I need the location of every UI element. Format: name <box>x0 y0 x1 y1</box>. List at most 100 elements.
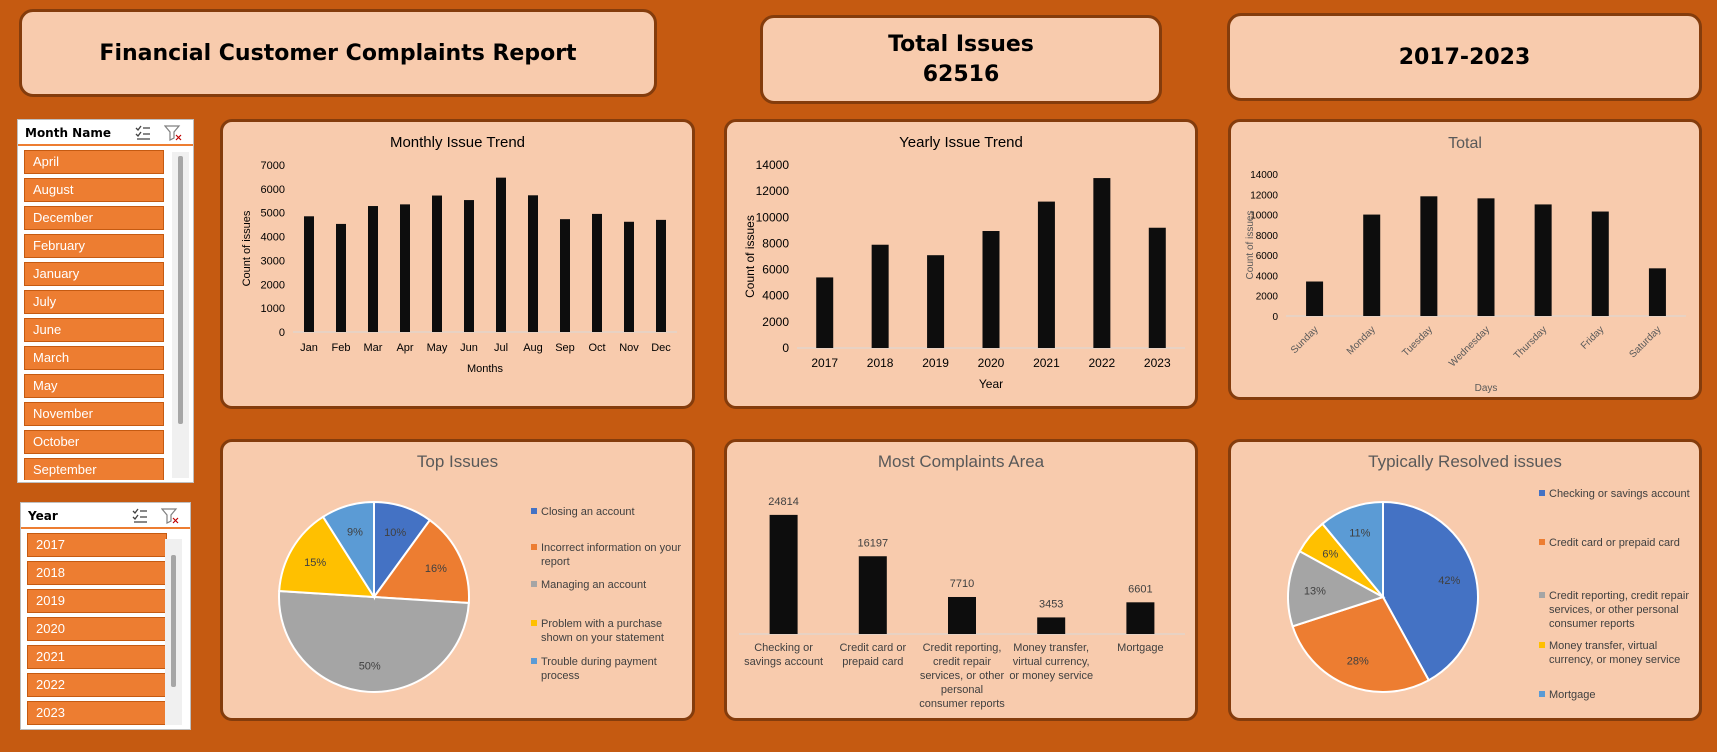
y-tick-label: 0 <box>279 327 285 339</box>
pie-slice <box>1287 549 1386 628</box>
legend-swatch <box>531 658 537 664</box>
bar <box>927 255 945 348</box>
chart-title: Typically Resolved issues <box>1368 452 1562 471</box>
x-tick-label: Jan <box>300 342 318 354</box>
y-tick-label: 1000 <box>261 303 285 315</box>
bar <box>368 206 378 332</box>
slicer-item[interactable]: April <box>24 150 164 174</box>
bar <box>528 195 538 332</box>
x-axis-label: Year <box>979 377 1003 391</box>
data-label: 6601 <box>1128 583 1152 595</box>
x-tick-label: Friday <box>1579 324 1606 351</box>
year-slicer-scroll-thumb[interactable] <box>171 555 176 687</box>
bar <box>496 177 506 332</box>
year-slicer-scrollbar[interactable] <box>165 539 182 725</box>
x-tick-label: 2020 <box>978 356 1005 370</box>
x-tick-label: 2022 <box>1089 356 1116 370</box>
top-issues-chart: Top Issues 10% 16% 50% 15% 9% Closing an accou… <box>278 452 681 693</box>
legend-label: Managing an account <box>541 579 646 591</box>
x-tick-label: 2018 <box>867 356 894 370</box>
slicer-item[interactable]: 2017 <box>27 533 167 557</box>
legend-label: Credit reporting, credit repair <box>1549 590 1689 602</box>
multi-select-icon[interactable] <box>134 124 152 142</box>
slice-label: 9% <box>347 526 363 538</box>
x-axis-label: Days <box>1475 383 1498 394</box>
legend-label: shown on your statement <box>541 632 664 644</box>
x-tick-label: 2021 <box>1033 356 1060 370</box>
x-tick-label: Credit card or <box>839 642 906 654</box>
x-tick-label: Sep <box>555 342 575 354</box>
x-tick-label: May <box>427 342 448 354</box>
month-slicer-scrollbar[interactable] <box>172 152 189 478</box>
slicer-item[interactable]: March <box>24 346 164 370</box>
slicer-item[interactable]: 2019 <box>27 589 167 613</box>
slicer-item[interactable]: August <box>24 178 164 202</box>
x-tick-label: Apr <box>396 342 413 354</box>
slicer-item[interactable]: September <box>24 458 164 480</box>
y-tick-label: 7000 <box>261 160 285 172</box>
legend-label: Trouble during payment <box>541 656 657 668</box>
x-tick-label: 2017 <box>811 356 838 370</box>
x-tick-label: or money service <box>1009 670 1093 682</box>
slicer-item[interactable]: 2022 <box>27 673 167 697</box>
x-tick-label: services, or other <box>920 670 1005 682</box>
slice-label: 13% <box>1304 586 1326 598</box>
x-tick-label: Feb <box>332 342 351 354</box>
bar <box>816 277 834 348</box>
bar <box>1477 198 1495 316</box>
monthly-trend-chart: Monthly Issue Trend 0 1000 2000 3000 4000 5000… <box>241 134 677 375</box>
bar <box>1093 178 1111 348</box>
y-tick-label: 14000 <box>756 158 790 172</box>
bar <box>304 216 314 332</box>
y-tick-label: 4000 <box>762 289 789 303</box>
top-issues-panel: Top Issues 10% 16% 50% 15% 9% Closing an accou… <box>220 439 695 721</box>
slicer-item[interactable]: 2023 <box>27 701 167 725</box>
clear-filter-icon[interactable] <box>164 124 182 142</box>
legend-swatch <box>531 581 537 587</box>
data-label: 24814 <box>768 496 799 508</box>
monthly-trend-panel: Monthly Issue Trend 0 1000 2000 3000 4000 5000… <box>220 119 695 409</box>
bar <box>1037 617 1066 634</box>
x-axis-label: Months <box>467 363 504 375</box>
y-tick-label: 4000 <box>261 232 285 244</box>
pie-slice <box>1321 500 1384 600</box>
legend-swatch <box>1539 490 1545 496</box>
x-tick-label: Dec <box>651 342 671 354</box>
x-tick-label: 2019 <box>922 356 949 370</box>
x-tick-label: Nov <box>619 342 639 354</box>
slicer-item[interactable]: 2021 <box>27 645 167 669</box>
bar <box>1037 201 1055 348</box>
slicer-item[interactable]: 2018 <box>27 561 167 585</box>
slicer-item[interactable]: November <box>24 402 164 426</box>
slicer-item[interactable]: June <box>24 318 164 342</box>
bar <box>769 514 798 634</box>
bar <box>1534 204 1552 316</box>
slicer-item[interactable]: July <box>24 290 164 314</box>
month-slicer-scroll-thumb[interactable] <box>178 156 183 424</box>
chart-title: Yearly Issue Trend <box>899 134 1023 151</box>
slicer-item[interactable]: February <box>24 234 164 258</box>
multi-select-icon[interactable] <box>131 507 149 525</box>
bar <box>336 223 346 332</box>
legend-swatch <box>1539 642 1545 648</box>
slice-label: 42% <box>1438 575 1460 587</box>
slicer-item[interactable]: May <box>24 374 164 398</box>
slicer-item[interactable]: 2020 <box>27 617 167 641</box>
pie-slice <box>1382 500 1479 682</box>
legend-label: consumer reports <box>1549 618 1635 630</box>
y-tick-label: 3000 <box>261 255 285 267</box>
x-tick-label: credit repair <box>933 656 991 668</box>
x-tick-label: savings account <box>744 656 823 668</box>
x-tick-label: 2023 <box>1144 356 1171 370</box>
y-axis-label: Count of issues <box>241 210 253 286</box>
year-slicer-title: Year <box>28 509 58 523</box>
bar <box>1420 196 1438 316</box>
clear-filter-icon[interactable] <box>161 507 179 525</box>
slicer-item[interactable]: January <box>24 262 164 286</box>
legend-label: currency, or money service <box>1549 654 1680 666</box>
total-issues-card: Total Issues 62516 <box>760 15 1162 104</box>
legend-swatch <box>531 508 537 514</box>
year-slicer-header: Year <box>21 503 190 529</box>
slicer-item[interactable]: October <box>24 430 164 454</box>
slicer-item[interactable]: December <box>24 206 164 230</box>
